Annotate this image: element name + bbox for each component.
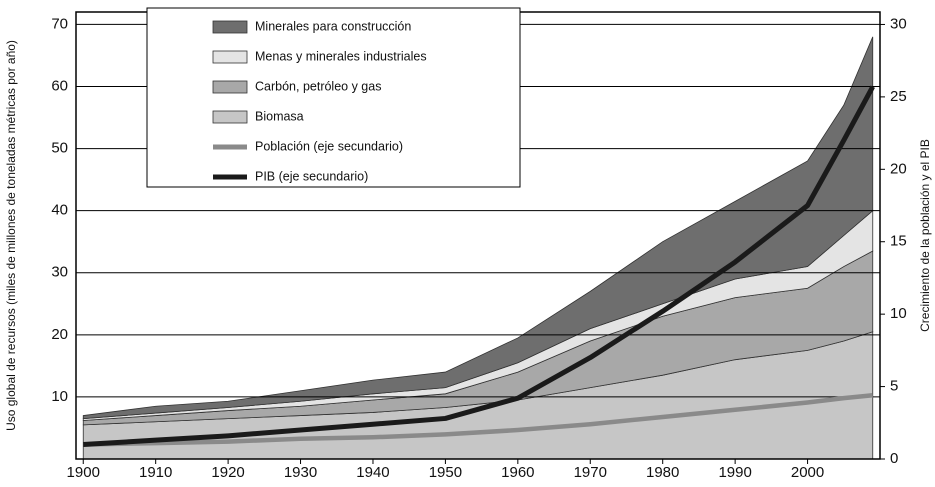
x-tick-label: 1940: [356, 464, 389, 481]
y2-tick-label: 30: [890, 15, 907, 32]
y2-tick-label: 10: [890, 305, 907, 322]
legend-swatch: [212, 20, 248, 34]
legend-swatch: [212, 50, 248, 64]
x-tick-label: 1970: [574, 464, 607, 481]
y2-tick-label: 15: [890, 233, 907, 250]
y-tick-label: 70: [51, 15, 68, 32]
x-tick-label: 1950: [429, 464, 462, 481]
y2-tick-label: 5: [890, 378, 898, 395]
legend-label: Población (eje secundario): [255, 139, 403, 153]
y-tick-label: 40: [51, 202, 68, 219]
y-tick-label: 10: [51, 388, 68, 405]
x-tick-label: 2000: [791, 464, 824, 481]
legend-label: Biomasa: [255, 109, 304, 123]
y-tick-label: 60: [51, 77, 68, 94]
line: [83, 85, 875, 448]
line: [83, 393, 873, 447]
y2-tick-label: 0: [890, 450, 898, 467]
x-tick-label: 1900: [67, 464, 100, 481]
y-tick-label: 30: [51, 264, 68, 281]
x-tick-label: 1930: [284, 464, 317, 481]
x-tick-label: 1920: [211, 464, 244, 481]
x-tick-label: 1990: [718, 464, 751, 481]
y-axis-label: Uso global de recursos (miles de millone…: [4, 40, 18, 431]
legend-label: Minerales para construcción: [255, 19, 411, 33]
legend-label: Carbón, petróleo y gas: [255, 79, 381, 93]
legend-swatch: [212, 80, 248, 94]
x-tick-label: 1980: [646, 464, 679, 481]
y2-axis-label: Crecimiento de la población y el PIB: [918, 139, 932, 332]
y2-tick-label: 20: [890, 160, 907, 177]
legend-label: PIB (eje secundario): [255, 169, 368, 183]
legend-swatch: [212, 110, 248, 124]
legend-label: Menas y minerales industriales: [255, 49, 427, 63]
legend-box: [146, 7, 521, 188]
x-tick-label: 1910: [139, 464, 172, 481]
x-tick-label: 1960: [501, 464, 534, 481]
y2-tick-label: 25: [890, 88, 907, 105]
y-tick-label: 20: [51, 326, 68, 343]
y-tick-label: 50: [51, 140, 68, 157]
